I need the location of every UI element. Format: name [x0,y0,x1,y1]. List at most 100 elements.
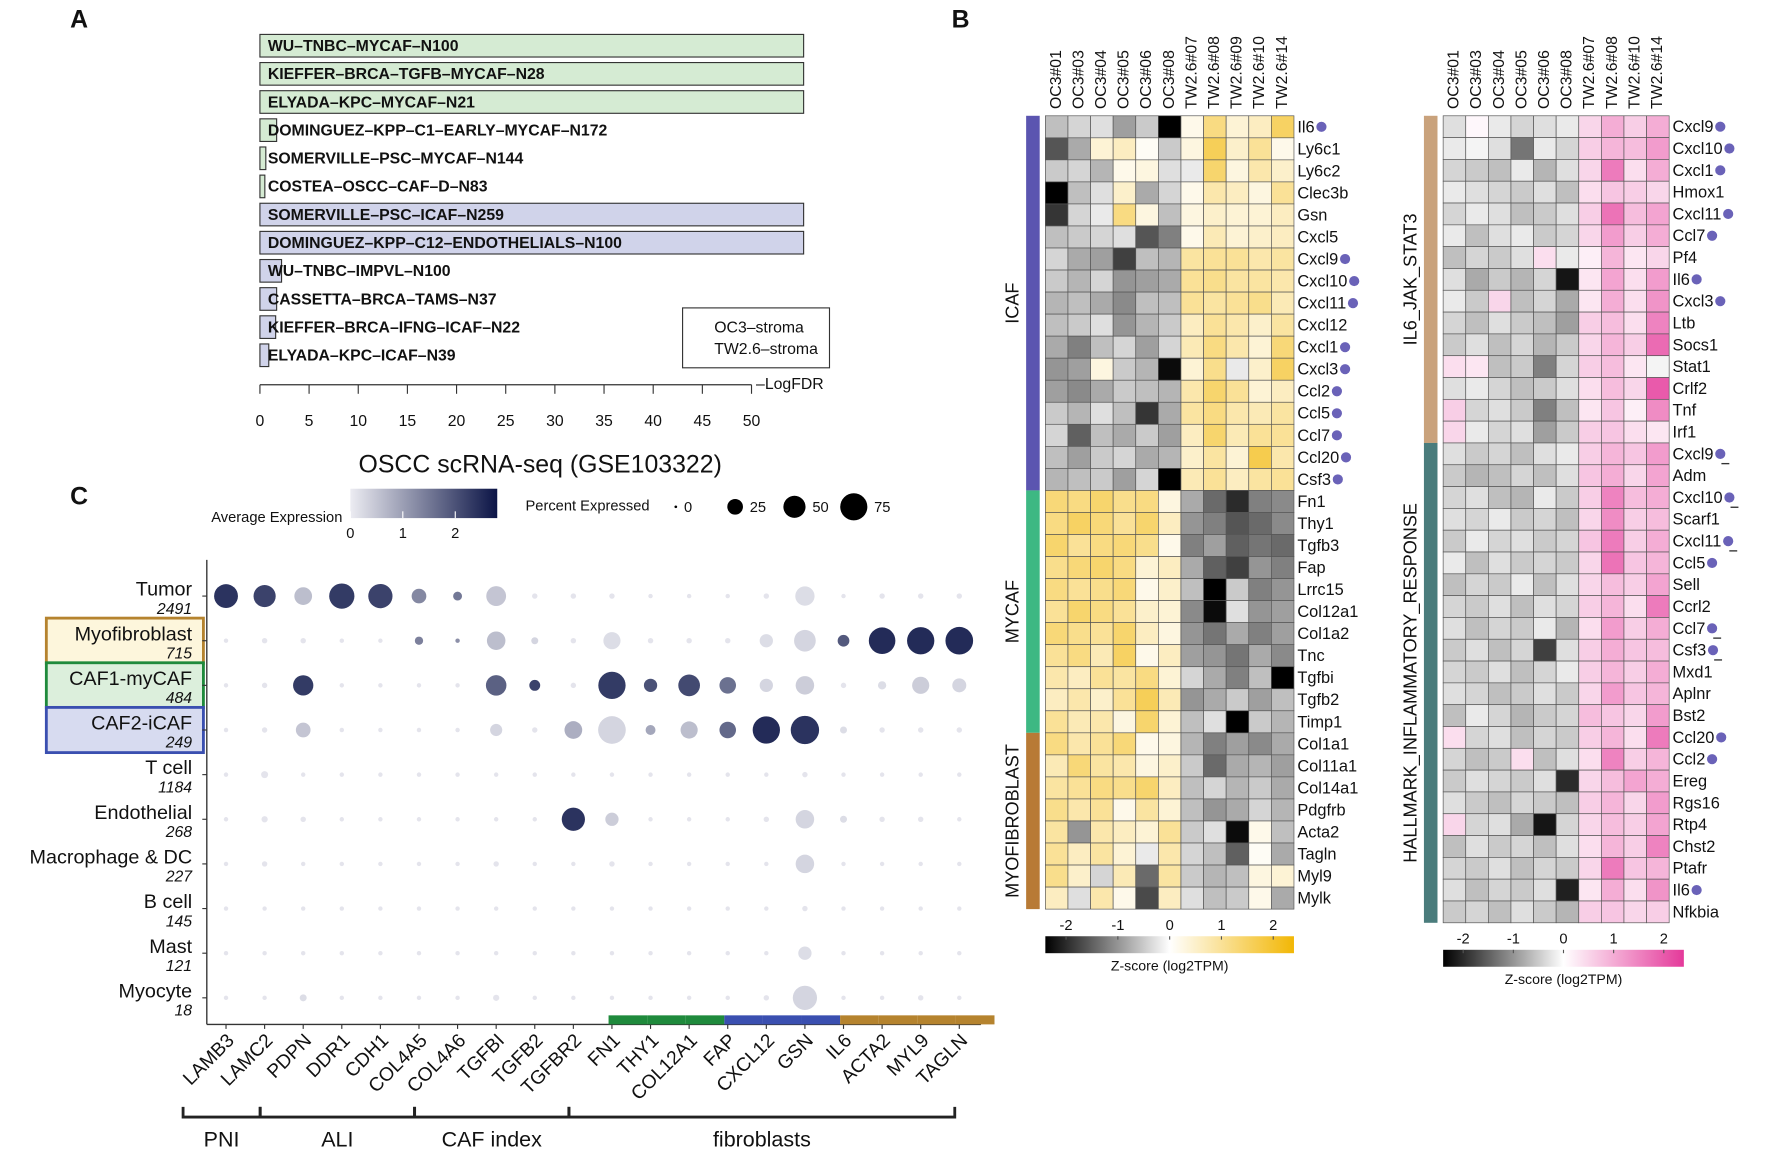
heatmap-cell [1578,333,1602,357]
heatmap-cell [1533,813,1557,836]
heatmap-cell [1045,446,1069,469]
heatmap-cell [1442,311,1467,335]
heatmap-cell [1488,289,1512,313]
dot [945,626,974,655]
heatmap-cell [1135,820,1159,844]
heatmap-cell [1465,726,1489,749]
heatmap-cell [1646,442,1670,466]
dot [378,950,383,956]
heatmap-cell [1135,864,1159,888]
heatmap-cell [1090,556,1114,579]
heatmap-cell [1578,159,1602,182]
colorbar [350,488,498,519]
row-label: Col12a1 [1297,603,1358,621]
heatmap-cell [1090,842,1114,866]
heatmap-cell [1601,268,1625,291]
heatmap-cell [1578,660,1602,684]
column-label: TW2.6#08 [1206,36,1223,109]
row-label: Ccl7 [1673,227,1706,245]
heatmap-cell [1135,247,1159,271]
heatmap-cell [1248,379,1272,403]
heatmap-cell [1225,115,1250,139]
dot [378,727,383,733]
heatmap-cell [1465,835,1489,858]
heatmap-cell [1510,289,1534,313]
heatmap-cell [1465,508,1489,531]
heatmap-cell [1158,732,1182,756]
heatmap-cell [1601,398,1625,422]
heatmap-cell [1135,225,1159,249]
row-count: 1184 [158,779,192,796]
dot [879,906,885,911]
marker-dot [1724,492,1735,503]
heatmap-cell [1442,355,1467,378]
heatmap-cell [1067,512,1091,535]
dot [879,861,885,867]
dot [329,583,355,609]
dot [648,593,653,599]
column-label: TW2.6#10 [1251,36,1268,109]
heatmap-cell [1203,776,1227,800]
heatmap-cell [1510,268,1534,291]
x-tick-label: 20 [448,413,466,430]
column-label: TW2.6#14 [1649,36,1666,109]
heatmap-cell [1488,682,1512,706]
heatmap-cell [1271,313,1295,337]
heatmap-cell [1646,682,1670,706]
heatmap-cell [1578,617,1602,640]
heatmap-cell [1646,486,1670,509]
heatmap-cell [1555,398,1580,422]
bracket-label: CAF index [442,1127,542,1151]
heatmap-cell [1601,202,1625,226]
heatmap-cell [1112,710,1137,734]
heatmap-cell [1623,682,1647,706]
heatmap-cell [1045,357,1069,381]
heatmap-cell [1248,512,1272,535]
heatmap-cell [1533,595,1557,618]
heatmap-cell [1578,486,1602,509]
heatmap-cell [1180,644,1204,668]
dot [261,727,268,733]
row-label: Col11a1 [1297,757,1357,775]
heatmap-cell [1135,644,1159,668]
heatmap-cell [1442,835,1467,858]
heatmap-cell [1646,813,1670,836]
heatmap-cell [1045,225,1069,249]
row-label: Tgfb2 [1297,691,1339,709]
dot [879,727,885,733]
heatmap-cell [1555,289,1580,313]
dot [605,812,619,826]
bar [259,343,270,368]
dot [686,638,692,644]
heatmap-cell [1488,115,1512,138]
heatmap-cell [1180,247,1204,271]
dot [794,629,816,652]
row-count: 715 [166,645,193,662]
heatmap-cell [1646,180,1670,204]
gene-group-bar [801,1015,841,1025]
heatmap-cell [1555,333,1580,357]
heatmap-cell [1090,379,1114,403]
heatmap-cell [1135,842,1159,866]
row-label: Col1a1 [1297,735,1349,753]
heatmap-cell [1090,820,1114,844]
heatmap-cell [1555,769,1580,793]
heatmap-cell [1623,289,1647,313]
heatmap-cell [1203,820,1227,844]
dot [956,593,962,599]
heatmap-cell [1135,137,1159,161]
column-label: TW2.6#10 [1626,36,1643,109]
heatmap-cell [1533,573,1557,596]
dot [485,675,507,696]
legend-label: OC3–stroma [714,319,804,336]
heatmap-cell [1158,512,1182,535]
heatmap-cell [1510,835,1534,858]
dot [493,772,499,777]
heatmap-cell [1578,442,1602,466]
dot [564,721,583,739]
bar-label: KIEFFER–BRCA–TGFB–MYCAF–N28 [268,66,545,83]
heatmap-cell [1601,726,1625,749]
heatmap-cell [1067,159,1091,183]
dot [879,950,885,956]
gene-group-bar [647,1015,686,1025]
